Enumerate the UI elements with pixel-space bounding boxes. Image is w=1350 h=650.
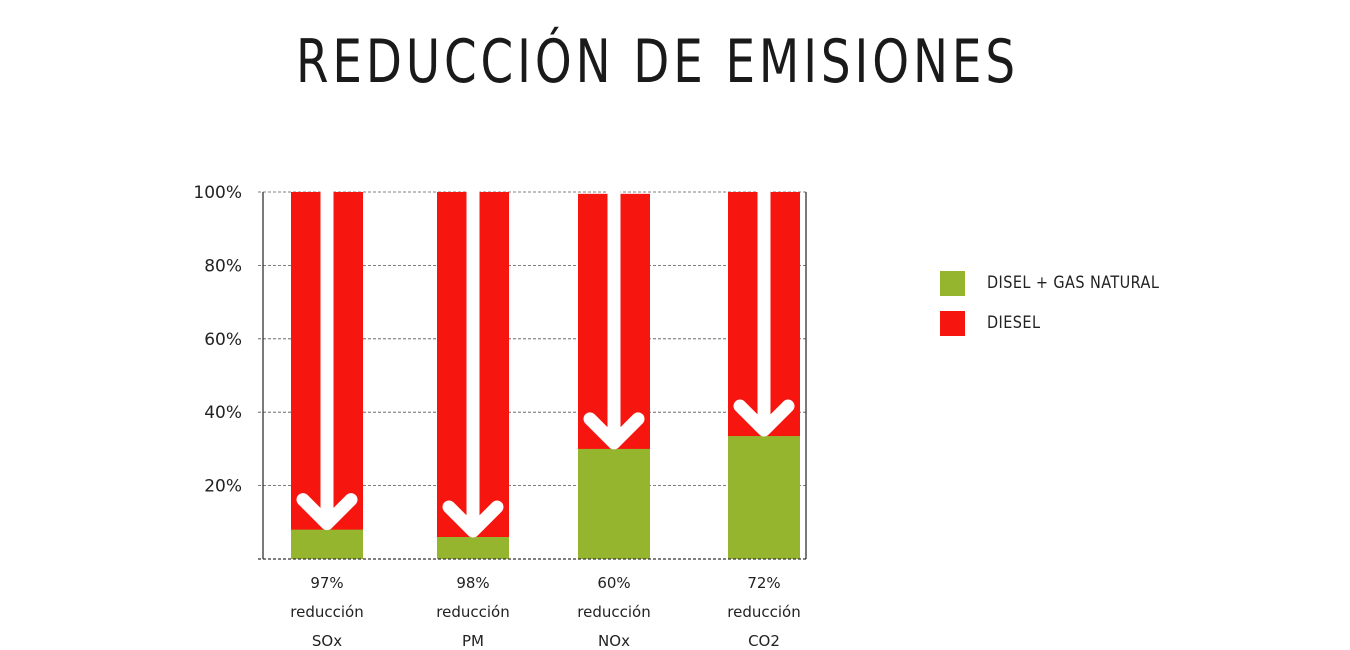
legend: DISEL + GAS NATURAL DIESEL	[940, 270, 1190, 350]
y-tick-label: 60%	[204, 330, 242, 350]
down-arrow-icon	[442, 190, 504, 538]
legend-label-disel-gas: DISEL + GAS NATURAL	[987, 273, 1160, 293]
bar-disel-gas	[291, 529, 363, 559]
bar-disel-gas	[578, 448, 650, 559]
down-arrow-icon	[733, 190, 795, 437]
bar-disel-gas	[437, 536, 509, 559]
reduction-arrows	[296, 190, 795, 538]
arrow-head	[442, 500, 504, 538]
down-arrow-icon	[583, 190, 645, 450]
category-label-line: 72%	[747, 574, 780, 592]
bar-disel-gas	[728, 436, 800, 559]
legend-label-diesel: DIESEL	[987, 313, 1041, 333]
legend-swatch-disel-gas	[940, 270, 965, 296]
category-label-line: 98%	[456, 574, 489, 592]
bars	[291, 192, 800, 559]
legend-swatch-diesel	[940, 310, 965, 336]
category-label-line: NOx	[598, 632, 630, 650]
down-arrow-icon	[296, 190, 358, 531]
y-tick-label: 40%	[204, 403, 242, 423]
category-label: 98% reducción PM	[436, 574, 509, 650]
y-tick-label: 100%	[193, 183, 242, 203]
category-label: 97% reducción SOx	[290, 574, 363, 650]
category-label-line: reducción	[727, 603, 800, 621]
axes	[258, 192, 807, 560]
arrow-head	[583, 412, 645, 450]
category-label-line: SOx	[312, 632, 342, 650]
category-label-line: 60%	[597, 574, 630, 592]
legend-item-disel-gas: DISEL + GAS NATURAL	[940, 270, 1190, 296]
legend-item-diesel: DIESEL	[940, 310, 1190, 336]
chart-title: REDUCCIÓN DE EMISIONES	[296, 27, 1019, 97]
category-label-line: reducción	[290, 603, 363, 621]
category-label-line: reducción	[436, 603, 509, 621]
category-label: 60% reducción NOx	[577, 574, 650, 650]
y-tick-labels: 20% 40% 60% 80% 100%	[193, 183, 242, 497]
category-label-line: reducción	[577, 603, 650, 621]
category-label-line: CO2	[748, 632, 780, 650]
x-category-labels: 97% reducción SOx 98% reducción PM 60% reducció…	[290, 574, 800, 650]
y-tick-label: 20%	[204, 477, 242, 497]
arrow-head	[296, 493, 358, 531]
category-label-line: 97%	[310, 574, 343, 592]
arrow-head	[733, 399, 795, 437]
category-label-line: PM	[462, 632, 484, 650]
category-label: 72% reducción CO2	[727, 574, 800, 650]
y-tick-label: 80%	[204, 256, 242, 276]
